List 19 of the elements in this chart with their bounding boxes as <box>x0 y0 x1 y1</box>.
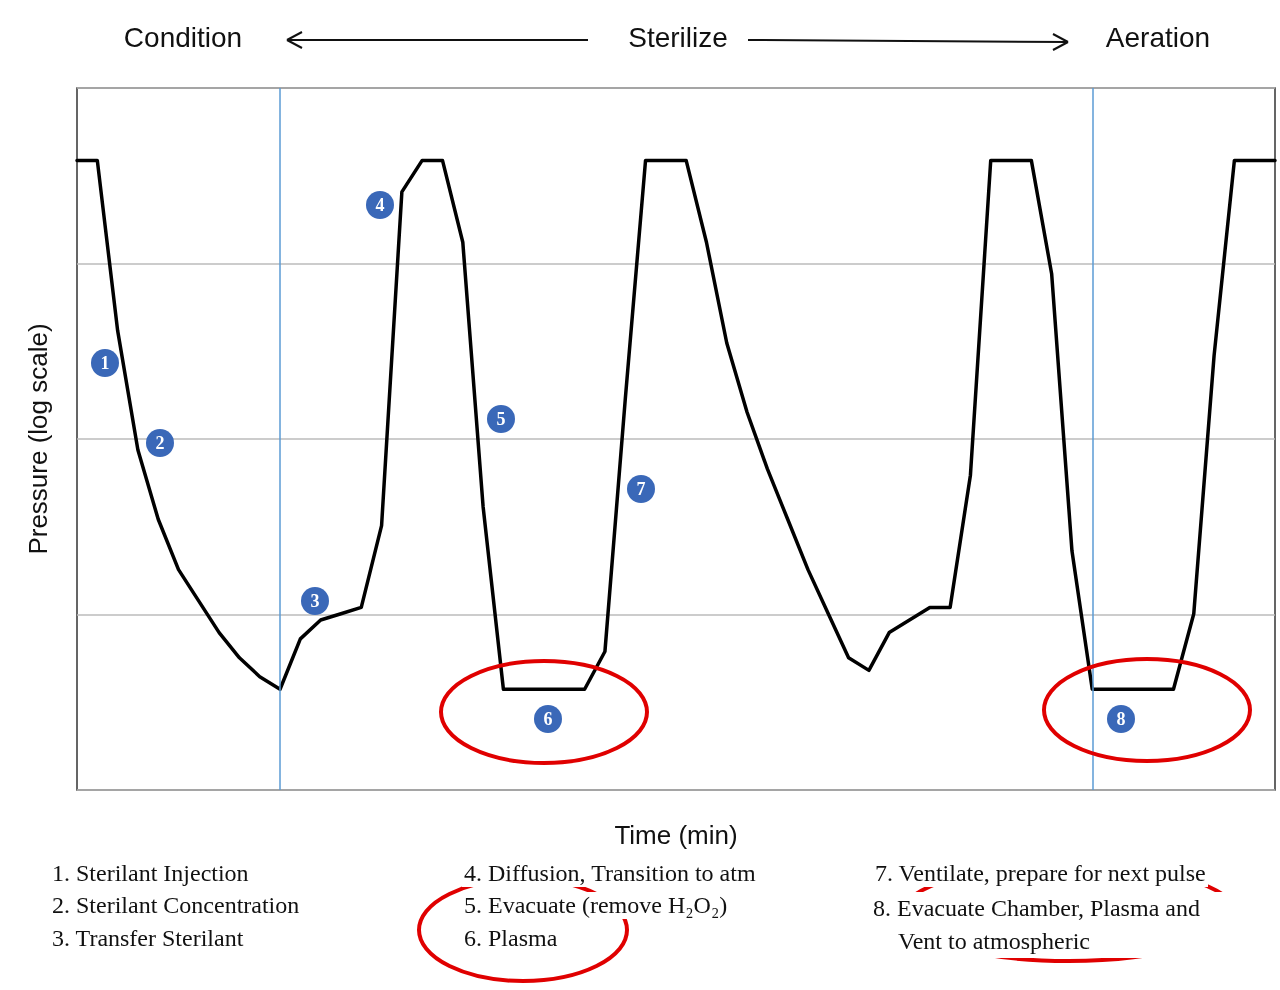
y-axis-title: Pressure (log scale) <box>22 323 54 555</box>
text: Aeration <box>1101 22 1215 54</box>
text: Sterilize <box>624 22 732 54</box>
text: 6. Plasma <box>462 925 560 952</box>
text: 1. Sterilant Injection <box>50 860 251 887</box>
annotation: 2 <box>146 429 174 457</box>
annotation: 7 <box>627 475 655 503</box>
annotation: 1 <box>91 349 119 377</box>
annotation: 8 <box>1107 705 1135 733</box>
text: 5. Evacuate (remove H₂O₂) <box>462 892 730 919</box>
annotation: 6 <box>534 705 562 733</box>
text: 3. Transfer Sterilant <box>50 925 246 952</box>
annotation: 5 <box>487 405 515 433</box>
annotation: 4 <box>366 191 394 219</box>
x-axis-title: Time (min) <box>614 820 738 850</box>
text: 2. Sterilant Concentration <box>50 892 302 919</box>
annotation: 3 <box>301 587 329 615</box>
text: Condition <box>119 22 247 54</box>
text: 4. Diffusion, Transition to atm <box>462 860 758 887</box>
